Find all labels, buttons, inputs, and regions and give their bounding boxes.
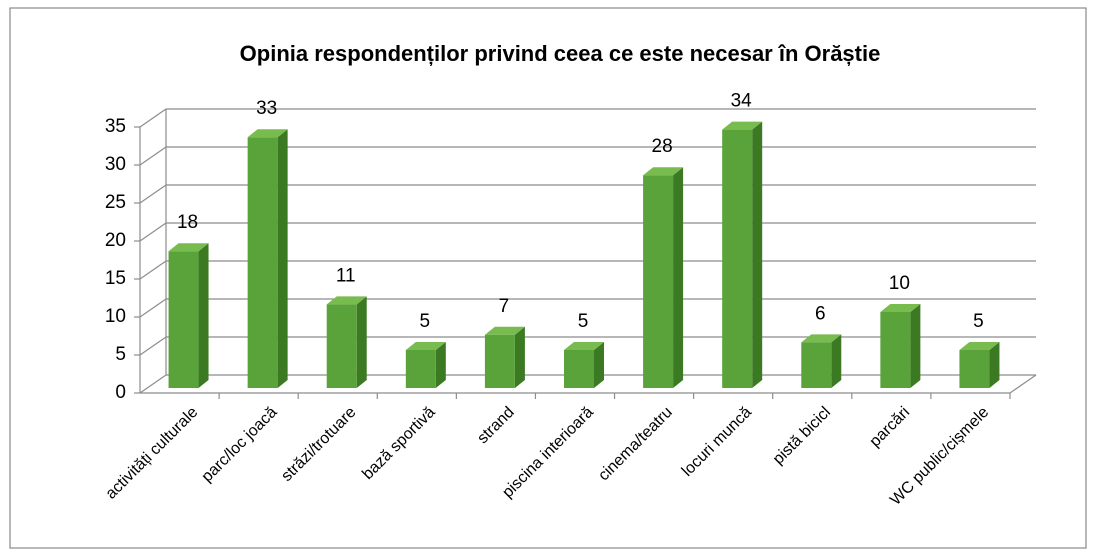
value-label: 34 <box>731 91 753 112</box>
y-tick-label: 35 <box>105 116 126 137</box>
bar <box>801 334 842 388</box>
bar-top <box>564 342 604 350</box>
bar-front <box>247 137 278 388</box>
bar-top <box>643 167 684 176</box>
bar <box>722 121 763 388</box>
bar-side <box>356 296 367 388</box>
value-label: 28 <box>652 136 673 157</box>
grid-line <box>139 184 167 204</box>
bar-front <box>880 312 911 388</box>
y-tick-label: 5 <box>115 344 126 365</box>
y-tick-label: 10 <box>105 306 126 327</box>
grid-line <box>139 108 167 128</box>
bar-front <box>643 175 674 388</box>
bar-side <box>198 243 209 388</box>
value-label: 6 <box>815 303 826 324</box>
y-tick-label: 25 <box>105 192 126 213</box>
y-tick-label: 20 <box>105 230 126 251</box>
value-label: 18 <box>177 212 198 233</box>
bar <box>326 296 367 388</box>
bar-top <box>405 342 446 350</box>
bar-front <box>801 342 832 388</box>
chart-title: Opinia respondenților privind ceea ce es… <box>240 41 881 66</box>
bar-front <box>564 350 594 388</box>
value-label: 5 <box>578 311 589 332</box>
bar-side <box>435 342 446 388</box>
grid-line <box>139 146 167 166</box>
y-tick-label: 0 <box>115 382 126 403</box>
value-label: 5 <box>973 311 984 332</box>
bar-top <box>484 326 525 335</box>
value-label: 7 <box>499 296 510 317</box>
grid-line <box>139 336 167 356</box>
bar-top <box>168 243 209 252</box>
bar <box>880 304 921 388</box>
grid-line <box>139 298 167 318</box>
grid-line <box>139 222 167 242</box>
bar-front <box>326 304 357 388</box>
bar-front <box>959 350 990 388</box>
bar-top <box>247 129 288 138</box>
bar-front <box>722 129 753 388</box>
bar-top <box>801 334 842 343</box>
y-tick-label: 30 <box>105 154 126 175</box>
bar-side <box>752 121 763 388</box>
bar <box>168 243 209 388</box>
floor-side <box>1009 374 1037 394</box>
bar-side <box>277 129 288 388</box>
bar-side <box>989 342 1000 388</box>
bar-front <box>405 350 436 388</box>
y-tick-label: 15 <box>105 268 126 289</box>
bar <box>564 342 604 388</box>
bar-side <box>910 304 921 388</box>
bar <box>959 342 1000 388</box>
value-label: 11 <box>336 265 356 286</box>
grid-line <box>139 374 167 394</box>
value-label: 10 <box>889 273 910 294</box>
value-label: 33 <box>256 98 277 119</box>
bar <box>643 167 684 388</box>
bar-top <box>722 121 763 130</box>
bar-front <box>484 334 515 388</box>
bar-side <box>514 326 525 388</box>
bar-side <box>673 167 684 388</box>
bar <box>484 326 525 388</box>
bar-top <box>959 342 1000 350</box>
bar-top <box>326 296 367 305</box>
bar <box>405 342 446 388</box>
value-label: 5 <box>420 311 431 332</box>
bar-side <box>831 334 842 388</box>
bar-top <box>880 304 921 312</box>
bar-front <box>168 251 199 388</box>
grid-line <box>139 260 167 280</box>
bar-side <box>594 342 604 388</box>
bar <box>247 129 288 388</box>
